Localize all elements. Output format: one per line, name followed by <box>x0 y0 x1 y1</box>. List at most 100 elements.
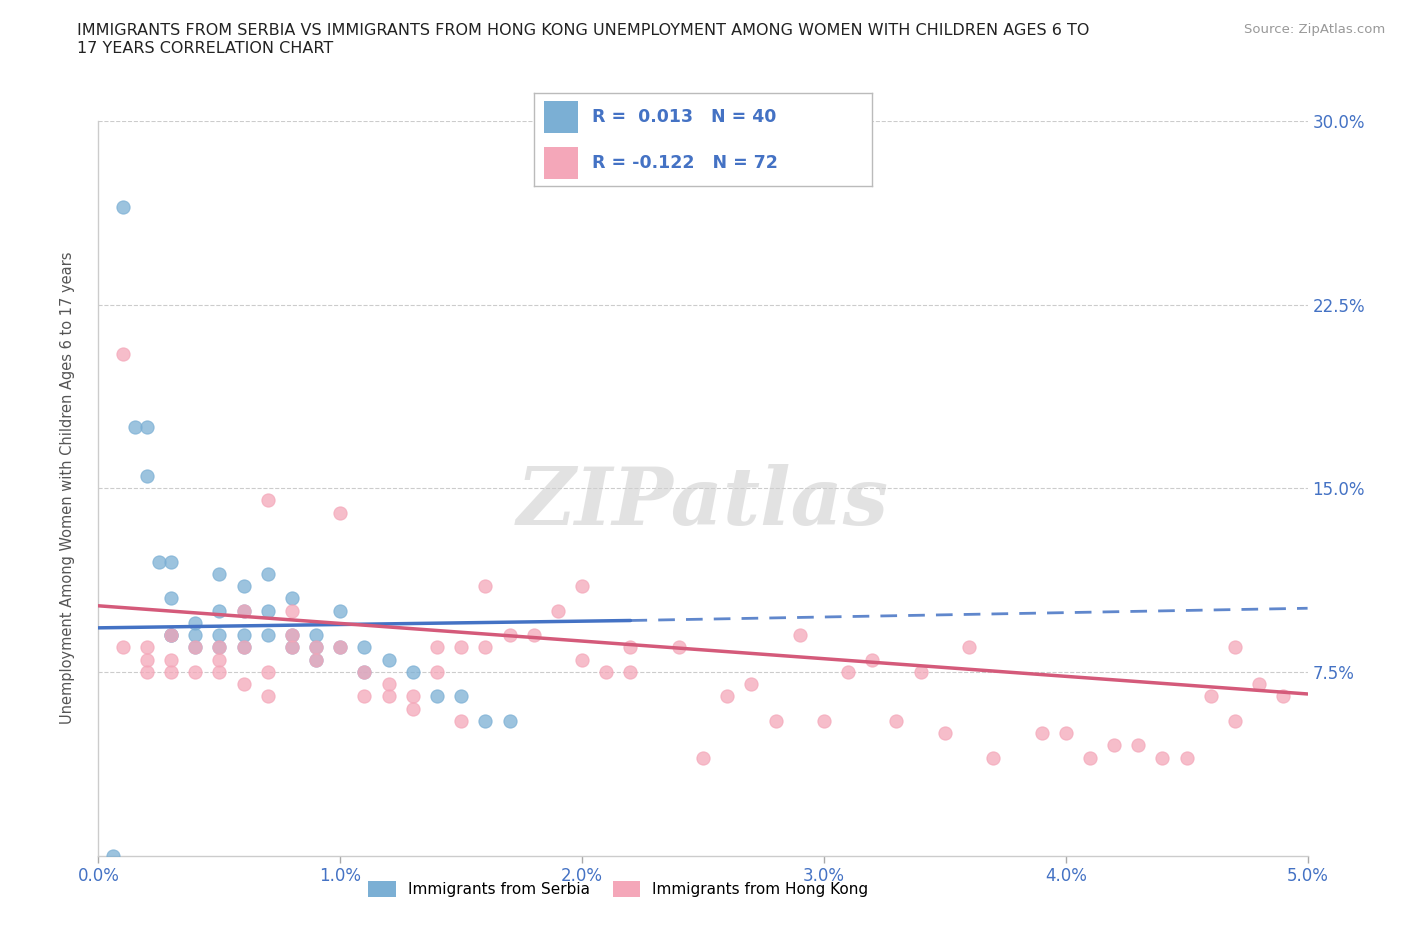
Point <box>1078 751 1101 765</box>
Point <box>135 640 157 655</box>
Point <box>111 640 134 655</box>
Point <box>837 664 859 679</box>
Point <box>740 677 762 692</box>
Text: IMMIGRANTS FROM SERBIA VS IMMIGRANTS FROM HONG KONG UNEMPLOYMENT AMONG WOMEN WIT: IMMIGRANTS FROM SERBIA VS IMMIGRANTS FRO… <box>77 23 1090 56</box>
Point <box>111 199 134 214</box>
Point <box>474 578 496 593</box>
Point <box>377 652 399 667</box>
Point <box>256 493 278 508</box>
Point <box>523 628 546 643</box>
Text: R = -0.122   N = 72: R = -0.122 N = 72 <box>592 153 778 172</box>
Point <box>305 628 328 643</box>
Point <box>281 591 304 606</box>
Point <box>571 578 593 593</box>
Point <box>619 640 641 655</box>
Text: ZIPatlas: ZIPatlas <box>517 464 889 541</box>
Point <box>450 713 472 728</box>
Point <box>474 640 496 655</box>
Point <box>256 604 278 618</box>
Point <box>208 652 231 667</box>
Point <box>981 751 1004 765</box>
Point <box>377 689 399 704</box>
Point <box>281 628 304 643</box>
Point <box>668 640 690 655</box>
Point <box>619 664 641 679</box>
Text: R =  0.013   N = 40: R = 0.013 N = 40 <box>592 108 776 126</box>
Point <box>789 628 811 643</box>
Point <box>498 713 520 728</box>
Point <box>184 628 207 643</box>
Legend: Immigrants from Serbia, Immigrants from Hong Kong: Immigrants from Serbia, Immigrants from … <box>361 875 875 903</box>
Point <box>402 689 425 704</box>
Point <box>886 713 908 728</box>
Point <box>1223 640 1246 655</box>
Point <box>305 640 328 655</box>
Point <box>1128 738 1150 753</box>
Point <box>1152 751 1174 765</box>
Point <box>910 664 932 679</box>
Point <box>402 664 425 679</box>
Point <box>232 628 254 643</box>
Point <box>450 640 472 655</box>
Point <box>184 640 207 655</box>
Point <box>208 566 231 581</box>
Point <box>692 751 714 765</box>
Point <box>547 604 569 618</box>
Point <box>571 652 593 667</box>
Point <box>160 628 183 643</box>
Point <box>377 677 399 692</box>
Point <box>1223 713 1246 728</box>
Point <box>595 664 617 679</box>
Point <box>1054 725 1077 740</box>
Point <box>1272 689 1295 704</box>
Point <box>450 689 472 704</box>
Point <box>426 640 449 655</box>
Point <box>184 640 207 655</box>
FancyBboxPatch shape <box>544 147 578 179</box>
Point <box>111 346 134 361</box>
Point <box>813 713 835 728</box>
Point <box>1199 689 1222 704</box>
Point <box>208 640 231 655</box>
Point <box>281 640 304 655</box>
Point <box>124 419 146 434</box>
Point <box>135 664 157 679</box>
Point <box>160 554 183 569</box>
Point <box>353 664 375 679</box>
Point <box>1175 751 1198 765</box>
Point <box>329 640 352 655</box>
Point <box>135 469 157 484</box>
Point <box>208 604 231 618</box>
Point <box>208 628 231 643</box>
Point <box>232 640 254 655</box>
Point <box>402 701 425 716</box>
Point <box>329 604 352 618</box>
Point <box>765 713 787 728</box>
Point <box>208 640 231 655</box>
Point <box>305 652 328 667</box>
Y-axis label: Unemployment Among Women with Children Ages 6 to 17 years: Unemployment Among Women with Children A… <box>60 252 75 724</box>
Point <box>160 652 183 667</box>
Point <box>256 566 278 581</box>
Point <box>148 554 170 569</box>
Point <box>860 652 883 667</box>
Point <box>281 640 304 655</box>
Point <box>160 664 183 679</box>
Point <box>101 848 124 863</box>
Point <box>474 713 496 728</box>
Point <box>426 664 449 679</box>
Point <box>160 628 183 643</box>
Point <box>256 689 278 704</box>
Point <box>1031 725 1053 740</box>
Point <box>135 419 157 434</box>
Point <box>934 725 956 740</box>
Point <box>305 652 328 667</box>
Point <box>184 664 207 679</box>
Point <box>160 591 183 606</box>
Point <box>353 689 375 704</box>
Point <box>281 628 304 643</box>
Point <box>232 578 254 593</box>
Point <box>160 628 183 643</box>
Point <box>184 616 207 631</box>
Point <box>353 640 375 655</box>
